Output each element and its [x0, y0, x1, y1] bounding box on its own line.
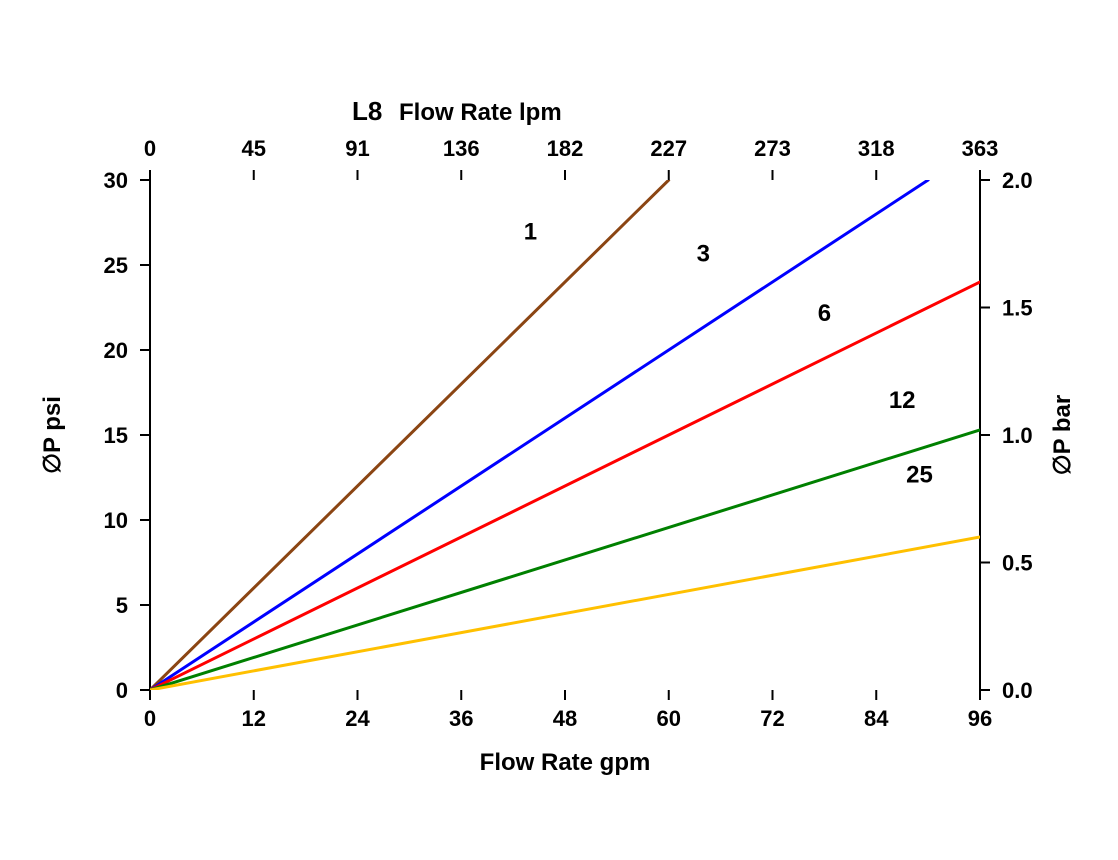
- y-left-axis-title: ∅P psi: [39, 396, 66, 474]
- y-right-tick-label: 0.0: [1002, 678, 1033, 703]
- x-bottom-tick-label: 0: [144, 706, 156, 731]
- x-top-tick-label: 0: [144, 136, 156, 161]
- x-top-tick-label: 363: [962, 136, 999, 161]
- series-label-12: 12: [889, 387, 916, 414]
- y-left-tick-label: 20: [104, 338, 128, 363]
- chart-background: [0, 0, 1118, 860]
- y-right-tick-label: 0.5: [1002, 551, 1033, 576]
- y-left-tick-label: 5: [116, 593, 128, 618]
- x-top-tick-label: 182: [547, 136, 584, 161]
- x-top-tick-label: 136: [443, 136, 480, 161]
- chart-svg: 01224364860728496Flow Rate gpm0459113618…: [0, 0, 1118, 860]
- series-label-1: 1: [524, 219, 537, 246]
- y-left-tick-label: 15: [104, 423, 128, 448]
- x-top-tick-label: 227: [650, 136, 687, 161]
- chart-title-prefix: L8: [352, 96, 382, 126]
- pressure-flow-chart: 01224364860728496Flow Rate gpm0459113618…: [0, 0, 1118, 860]
- y-right-tick-label: 1.5: [1002, 296, 1033, 321]
- x-bottom-tick-label: 36: [449, 706, 473, 731]
- y-left-tick-label: 30: [104, 168, 128, 193]
- y-right-axis-title: ∅P bar: [1049, 395, 1076, 476]
- x-bottom-tick-label: 12: [242, 706, 266, 731]
- series-label-6: 6: [818, 300, 831, 327]
- y-left-tick-label: 0: [116, 678, 128, 703]
- x-bottom-tick-label: 72: [760, 706, 784, 731]
- y-right-tick-label: 2.0: [1002, 168, 1033, 193]
- y-left-tick-label: 10: [104, 508, 128, 533]
- x-bottom-tick-label: 84: [864, 706, 889, 731]
- x-bottom-tick-label: 96: [968, 706, 992, 731]
- x-top-tick-label: 91: [345, 136, 369, 161]
- x-top-tick-label: 273: [754, 136, 791, 161]
- y-left-tick-label: 25: [104, 253, 128, 278]
- x-bottom-tick-label: 48: [553, 706, 577, 731]
- y-right-tick-label: 1.0: [1002, 423, 1033, 448]
- x-bottom-tick-label: 60: [657, 706, 681, 731]
- x-top-tick-label: 45: [242, 136, 266, 161]
- x-bottom-tick-label: 24: [345, 706, 370, 731]
- x-top-tick-label: 318: [858, 136, 895, 161]
- series-label-3: 3: [697, 241, 710, 268]
- series-label-25: 25: [906, 462, 933, 489]
- x-top-axis-title: Flow Rate lpm: [399, 99, 562, 126]
- x-bottom-axis-title: Flow Rate gpm: [480, 749, 651, 776]
